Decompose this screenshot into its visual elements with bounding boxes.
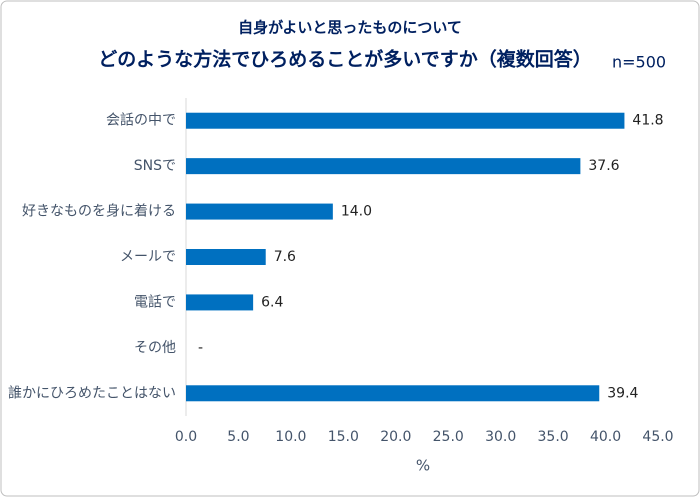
x-tick-label: 45.0 [642,429,673,445]
y-tick-label: 電話で [134,293,176,310]
x-tick-label: 40.0 [590,429,621,445]
y-tick-label: SNSで [134,158,176,174]
bar [186,294,254,311]
bar [186,203,333,220]
y-tick-label: その他 [134,340,176,356]
value-label: 6.4 [261,294,283,310]
y-tick-label: メールで [120,249,176,265]
x-tick-label: 0.0 [175,429,197,445]
value-label: 39.4 [607,385,638,401]
bar [186,249,266,265]
value-label: 14.0 [341,204,372,220]
y-tick-label: 好きなものを身に着ける [22,204,176,220]
value-label: 37.6 [588,158,619,174]
bar [186,385,600,402]
bar [186,158,581,175]
x-tick-label: 15.0 [328,429,359,445]
y-tick-label: 会話の中で [106,112,176,129]
value-label: 7.6 [274,249,296,265]
y-tick-label: 誰かにひろめたことはない [8,385,176,401]
x-tick-label: 5.0 [227,429,249,445]
x-tick-label: 35.0 [538,429,569,445]
chart-subtitle: どのような方法でひろめることが多いですか（複数回答） [98,48,591,71]
x-tick-label: 10.0 [275,429,306,445]
chart-title: 自身がよいと思ったものについて [238,19,462,37]
x-tick-label: 25.0 [433,429,464,445]
value-label: 41.8 [632,113,663,129]
value-label: - [198,340,203,356]
sample-size: n=500 [612,53,666,72]
x-axis-label: % [416,457,430,475]
x-tick-label: 30.0 [485,429,516,445]
x-tick-label: 20.0 [380,429,411,445]
bar [186,112,625,129]
